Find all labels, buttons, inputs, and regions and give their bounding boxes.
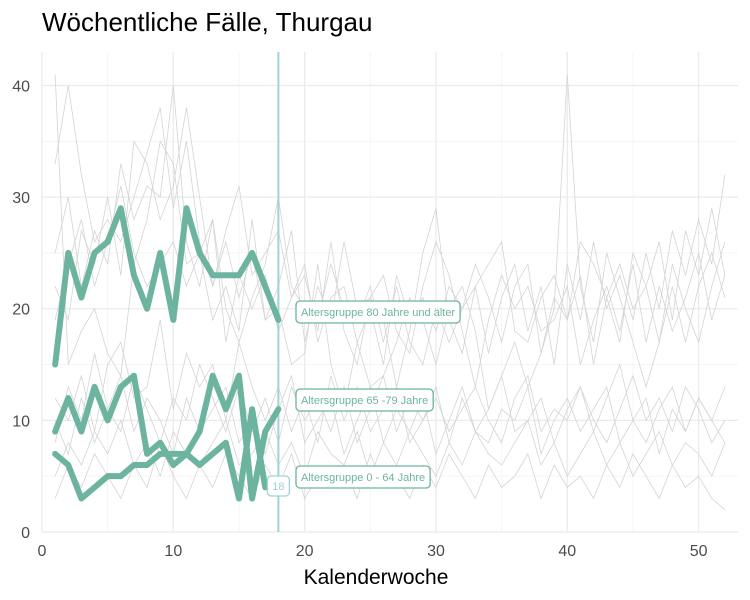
- y-tick-label: 20: [12, 302, 30, 319]
- series-label: Altersgruppe 0 - 64 Jahre: [301, 472, 425, 484]
- y-tick-label: 40: [12, 78, 30, 95]
- x-tick-label: 0: [38, 543, 47, 560]
- chart-title: Wöchentliche Fälle, Thurgau: [42, 7, 372, 37]
- series-label-box: [295, 388, 434, 412]
- series-label: Altersgruppe 65 -79 Jahre: [301, 395, 428, 407]
- highlight-series-line: [52, 406, 269, 502]
- series-label: Altersgruppe 80 Jahre und älter: [301, 307, 455, 319]
- x-tick-label: 10: [164, 543, 182, 560]
- background-series-line: [54, 74, 726, 411]
- series-label-box: [295, 300, 461, 324]
- y-tick-label: 0: [21, 525, 30, 542]
- current-week-label-box: [266, 475, 291, 497]
- x-tick-label: 40: [558, 543, 576, 560]
- series-label-box: [295, 465, 431, 489]
- y-tick-label: 30: [12, 190, 30, 207]
- current-week-label: 18: [272, 481, 284, 493]
- background-series-line: [54, 319, 726, 444]
- x-tick-label: 20: [296, 543, 314, 560]
- background-series-line: [54, 85, 726, 387]
- plot-area: 0 10 20 30 40 50 0 10 20 30 40 Altersgruppe 80 Jahr…: [12, 52, 738, 560]
- y-tick-label: 10: [12, 413, 30, 430]
- highlight-series-line: [52, 205, 282, 368]
- x-tick-label: 50: [690, 543, 708, 560]
- background-series-line: [54, 374, 726, 456]
- x-axis-title: Kalenderwoche: [304, 566, 449, 589]
- x-tick-label: 30: [427, 543, 445, 560]
